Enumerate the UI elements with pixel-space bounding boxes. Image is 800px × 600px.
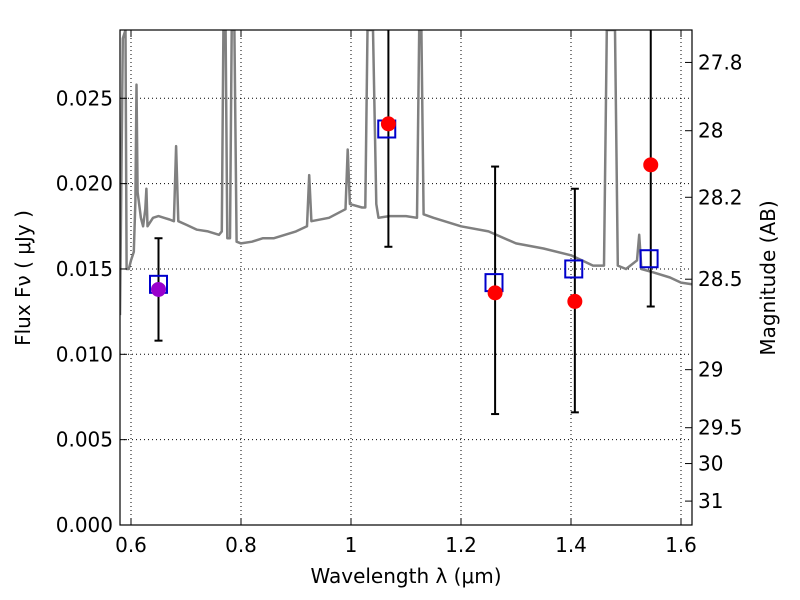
magnitude-tick-label: 28: [698, 119, 723, 143]
y-tick-label: 0.015: [56, 257, 113, 281]
magnitude-tick-label: 29: [698, 358, 723, 382]
magnitude-tick-label: 28.2: [698, 185, 743, 209]
magnitude-tick-label: 29.5: [698, 416, 743, 440]
magnitude-tick-label: 27.8: [698, 50, 743, 74]
x-tick-label: 0.6: [115, 533, 147, 557]
filled-circle-marker: [151, 281, 166, 297]
y-axis-ticks: 0.000 0.005 0.010 0.015 0.020 0.025: [56, 86, 127, 537]
open-square-marker: [564, 259, 584, 279]
magnitude-tick-label: 31: [698, 489, 723, 513]
y-tick-label: 0.020: [56, 172, 113, 196]
open-square-marker: [639, 249, 659, 269]
filled-circle-marker: [487, 285, 503, 301]
y-tick-label: 0.025: [56, 86, 113, 110]
y-tick-label: 0.000: [56, 513, 113, 537]
x-axis-label: Wavelength λ (μm): [310, 564, 501, 588]
x-tick-label: 1.4: [555, 533, 587, 557]
x-tick-label: 0.8: [225, 533, 257, 557]
x-axis-ticks: 0.6 0.8 1 1.2 1.4 1.6: [115, 30, 697, 557]
y-tick-label: 0.005: [56, 428, 113, 452]
x-tick-label: 1: [345, 533, 358, 557]
plot-frame: [119, 29, 693, 526]
magnitude-tick-label: 28.5: [698, 267, 743, 291]
x-tick-label: 1.6: [665, 533, 697, 557]
markers-group: [149, 116, 659, 309]
magnitude-axis-ticks: 27.8 28 28.2 28.5 29 29.5 30 31: [685, 50, 743, 513]
magnitude-axis-label: Magnitude (AB): [756, 200, 780, 355]
y-tick-label: 0.010: [56, 342, 113, 366]
x-tick-label: 1.2: [445, 533, 477, 557]
filled-circle-marker: [567, 293, 583, 309]
magnitude-tick-label: 30: [698, 452, 723, 476]
filled-circle-marker: [380, 116, 396, 132]
filled-circle-marker: [643, 157, 659, 173]
y-axis-label: Flux Fν ( μJy ): [11, 210, 35, 346]
